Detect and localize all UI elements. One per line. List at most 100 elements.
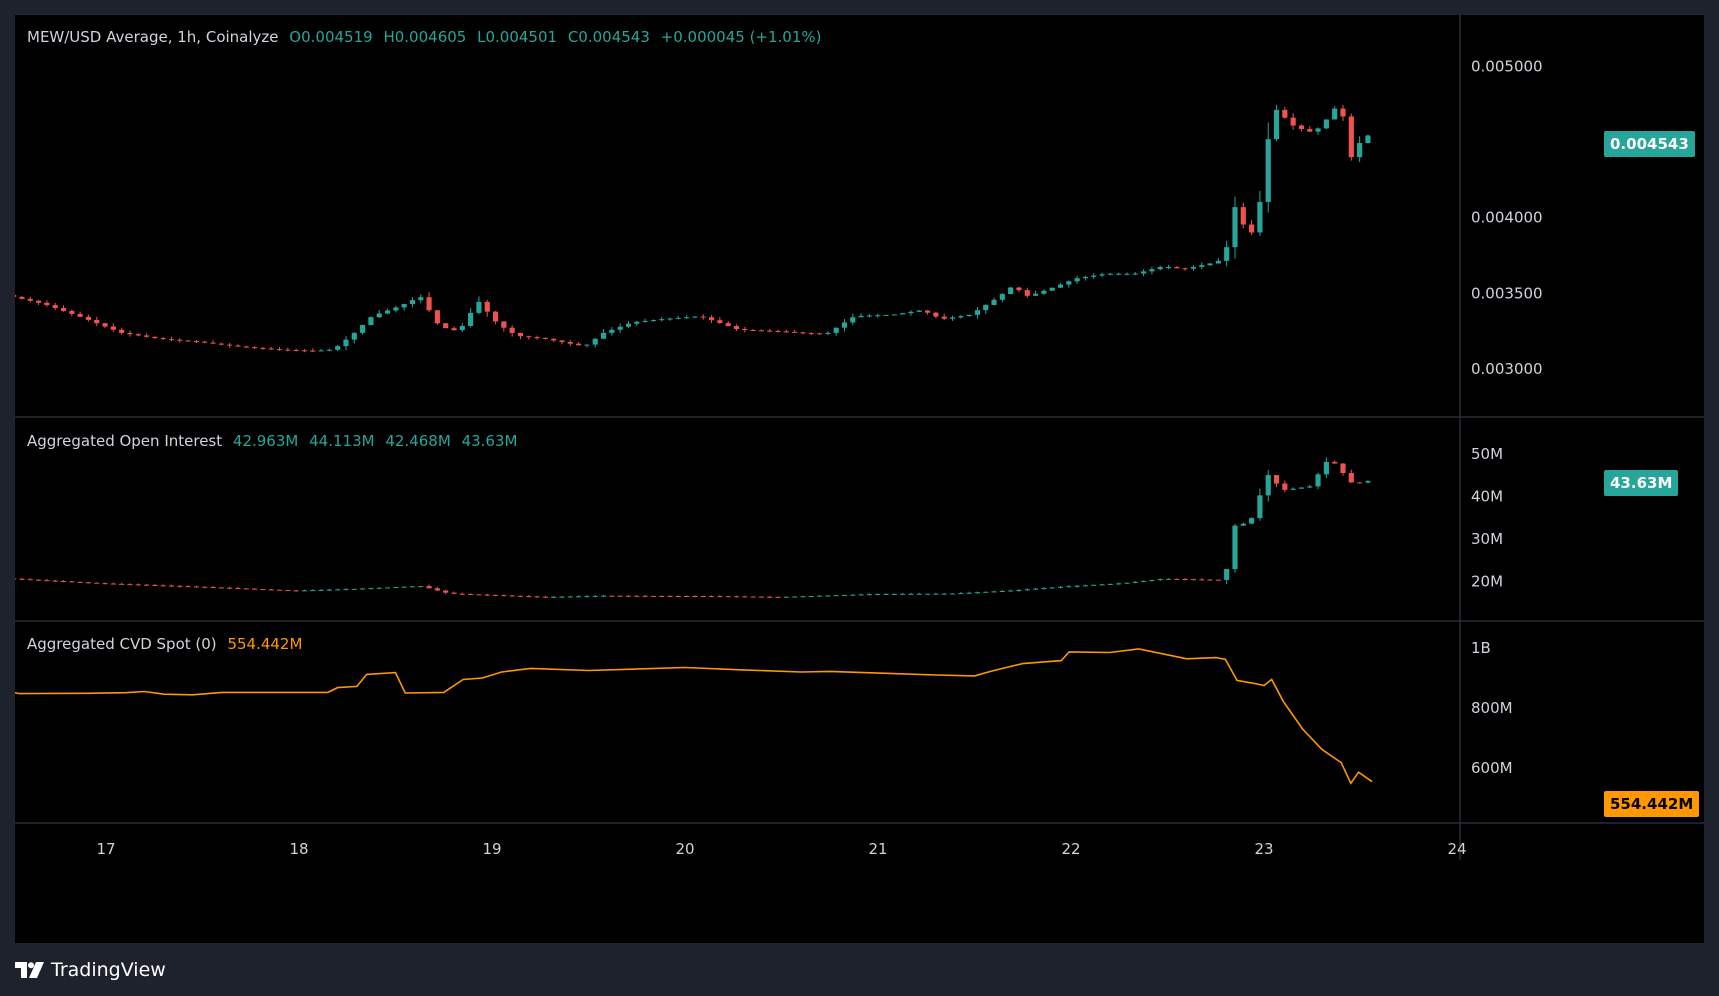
oi-candle [27, 579, 33, 581]
oi-candle [443, 590, 449, 593]
oi-candle [351, 588, 357, 590]
oi-candle [891, 593, 897, 595]
last-oi-tag: 43.63M [1604, 470, 1679, 496]
price-candle [1107, 273, 1113, 275]
price-candle [650, 320, 656, 322]
price-candle [850, 317, 856, 323]
chart-canvas[interactable]: 0.005000 0.004000 0.003500 0.003000 50M 40M 30… [15, 15, 1704, 943]
oi-candle [310, 590, 316, 592]
price-candle [783, 331, 789, 333]
oi-candle [268, 589, 274, 591]
oi-open-value: 42.963M [232, 432, 299, 450]
price-candle [69, 310, 75, 314]
price-axis-tick-label: 0.004000 [1471, 209, 1543, 227]
oi-candle [1249, 518, 1255, 524]
price-candle [1357, 143, 1363, 158]
tradingview-brand[interactable]: TradingView [15, 958, 166, 982]
oi-candle [15, 578, 17, 580]
price-candle [15, 294, 17, 297]
price-candle [1265, 139, 1271, 203]
price-candle [1049, 287, 1055, 291]
price-candle [883, 314, 889, 316]
oi-candle [1257, 495, 1263, 519]
price-candle [925, 310, 931, 313]
oi-candle [875, 594, 881, 596]
price-candle [1132, 273, 1138, 275]
price-candle [52, 305, 58, 309]
open-interest-legend: Aggregated Open Interest 42.963M 44.113M… [27, 431, 523, 451]
oi-candle [384, 587, 391, 589]
price-candle [974, 310, 981, 315]
low-value: L0.004501 [477, 28, 558, 46]
last-price-tag: 0.004543 [1604, 131, 1695, 157]
oi-candle [177, 585, 183, 587]
oi-candle [949, 593, 956, 595]
oi-candle [542, 596, 548, 598]
price-candle [393, 307, 399, 311]
oi-candle [376, 587, 382, 589]
price-candle [360, 325, 366, 333]
price-candle [243, 346, 249, 348]
price-candle [958, 316, 964, 318]
oi-candle [343, 589, 349, 591]
oi-candle [185, 586, 191, 588]
oi-candle [667, 595, 673, 597]
price-candle [193, 341, 200, 343]
oi-candle [368, 588, 374, 590]
price-candle [659, 319, 665, 321]
price-candle [1215, 260, 1221, 264]
oi-candle [426, 586, 432, 589]
price-candle [1340, 108, 1346, 117]
price-candle [335, 346, 341, 350]
price-candle [908, 311, 914, 314]
oi-candle [1224, 569, 1230, 580]
cvd-title[interactable]: Aggregated CVD Spot (0) [27, 635, 217, 653]
price-candle [1082, 276, 1089, 279]
price-candle [384, 310, 391, 314]
oi-candle [1232, 525, 1238, 570]
oi-candle [758, 596, 764, 598]
oi-candle [617, 595, 623, 597]
price-legend: MEW/USD Average, 1h, Coinalyze O0.004519… [27, 27, 828, 47]
oi-candle [858, 594, 864, 596]
symbol-title[interactable]: MEW/USD Average, 1h, Coinalyze [27, 28, 279, 46]
oi-candle [1215, 579, 1221, 581]
price-candle [160, 338, 166, 340]
oi-candle [102, 583, 108, 585]
price-candle [792, 331, 798, 333]
oi-candle [252, 588, 258, 590]
oi-candle [808, 595, 814, 597]
chart-frame[interactable]: 0.005000 0.004000 0.003500 0.003000 50M 40M 30… [15, 15, 1704, 943]
price-candle [625, 323, 632, 327]
oi-candle [1008, 590, 1014, 592]
price-candle [343, 339, 349, 347]
price-candle [609, 329, 615, 333]
oi-high-value: 44.113M [309, 432, 375, 450]
oi-candle [642, 595, 648, 597]
oi-candle [476, 594, 482, 596]
price-candle [825, 332, 831, 334]
oi-candle [1307, 486, 1313, 488]
price-candle [1182, 268, 1188, 270]
oi-candle [227, 587, 233, 589]
price-candle [1298, 125, 1305, 130]
price-candle [717, 320, 723, 324]
time-axis-tick-label: 23 [1254, 840, 1273, 858]
oi-candle [1099, 584, 1105, 586]
oi-candle [19, 578, 25, 580]
price-candle [808, 332, 814, 334]
price-candle [185, 340, 191, 342]
last-cvd-tag: 554.442M [1604, 791, 1700, 817]
oi-candle [1124, 582, 1130, 584]
oi-candle [484, 594, 490, 596]
oi-candle [1149, 580, 1155, 582]
price-candle [700, 316, 706, 318]
open-interest-title[interactable]: Aggregated Open Interest [27, 432, 223, 450]
oi-candle [36, 579, 42, 581]
oi-candle [1298, 487, 1305, 489]
oi-candle [692, 596, 698, 598]
price-candle [235, 345, 241, 347]
oi-candle [600, 595, 607, 597]
price-candle [750, 330, 756, 332]
price-candle [567, 342, 573, 344]
